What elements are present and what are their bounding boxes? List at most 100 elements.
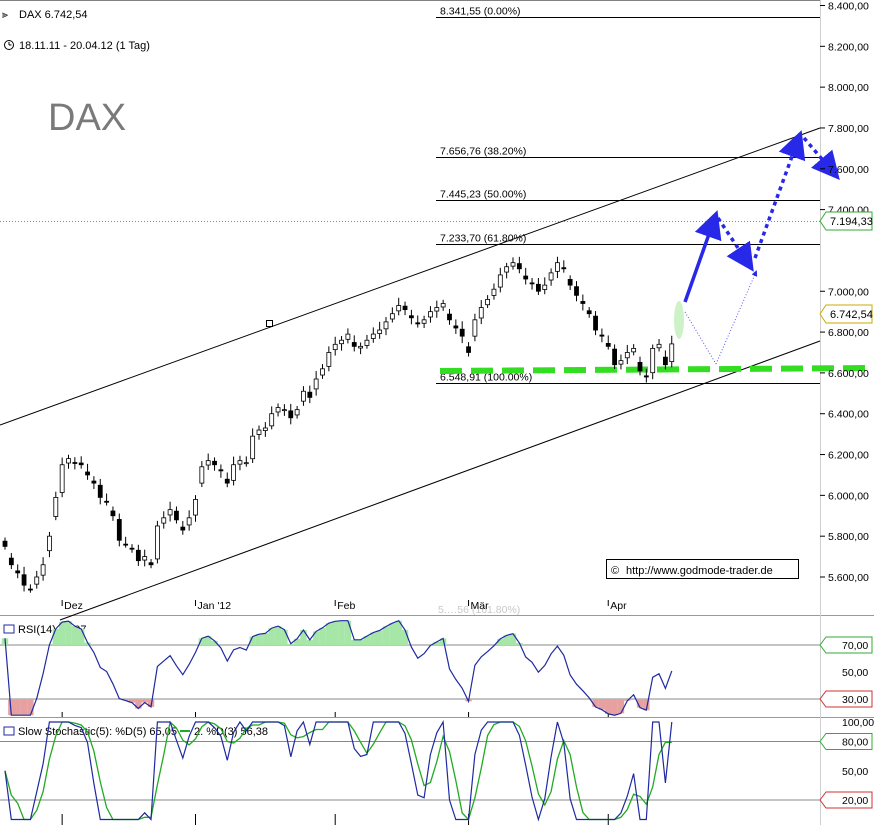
period-label: 18.11.11 - 20.04.12 (1 Tag)	[19, 40, 150, 52]
rsi-oversold-fill	[605, 699, 612, 714]
candle-body	[262, 427, 268, 431]
candle-body	[167, 509, 173, 516]
fib-level-label: 7.656,76 (38.20%)	[440, 146, 526, 158]
candle-body	[110, 510, 116, 517]
rsi-oversold-fill	[617, 699, 625, 714]
candle-body	[47, 535, 52, 552]
fib-level-label: 7.445,23 (50.00%)	[440, 189, 526, 201]
forecast-alt-up	[715, 270, 758, 365]
candle-body	[224, 478, 230, 484]
candle-body	[523, 275, 529, 280]
rsi-overbought-fill	[357, 639, 364, 645]
candle-body	[53, 496, 59, 517]
candle-body	[231, 464, 237, 481]
fib-level-label: 8.341,55 (0.00%)	[440, 6, 521, 18]
candle-body	[567, 279, 573, 286]
rsi-oversold-fill	[128, 699, 136, 703]
month-axis: Dez Jan '12 Feb Mär Apr	[61, 600, 627, 825]
price-tick-label: 6.200,00	[828, 450, 869, 462]
rsi-overbought-fill	[344, 620, 352, 645]
candle-body	[154, 525, 160, 560]
forecast-arrows	[683, 130, 840, 365]
rsi-overbought-fill	[389, 623, 396, 645]
candle-body	[612, 348, 617, 366]
rsi-overbought-fill	[382, 626, 390, 645]
price-markers: 7.194,33 6.742,54	[819, 211, 873, 324]
stoch-level-label: 50,00	[842, 766, 868, 778]
candle-body	[421, 319, 427, 324]
rsi-oversold-fill	[20, 699, 28, 716]
candle-body	[320, 368, 325, 376]
candle-body	[453, 325, 459, 329]
candle-body	[504, 266, 510, 273]
candle-body	[193, 499, 198, 516]
price-tick-label: 6.600,00	[828, 368, 869, 380]
rsi-overbought-fill	[262, 633, 269, 645]
candle-body	[332, 343, 338, 351]
rsi-icon	[3, 624, 15, 634]
candle-body	[631, 347, 637, 353]
rsi-oversold-fill	[592, 699, 599, 707]
price-tick-label: 6.400,00	[828, 409, 869, 421]
candle-body	[497, 274, 503, 288]
rsi-overbought-fill	[395, 620, 402, 645]
candle-body	[8, 557, 14, 566]
forecast-arrow-down-1	[716, 217, 754, 272]
candle-body	[199, 466, 205, 484]
rsi-overbought-fill	[363, 636, 371, 645]
candle-body	[574, 286, 579, 296]
channel-anchor-handle[interactable]	[266, 320, 273, 327]
candle-body	[593, 315, 598, 331]
copyright-icon: ©	[611, 565, 619, 577]
candle-body	[529, 282, 535, 285]
candlesticks	[2, 256, 675, 593]
candle-body	[72, 462, 78, 464]
copyright-text: http://www.godmode-trader.de	[626, 565, 773, 577]
candle-body	[447, 313, 452, 321]
stoch-level-marker	[819, 733, 873, 750]
rsi-overbought-fill	[433, 641, 440, 645]
price-tick-label: 5.800,00	[828, 531, 869, 543]
rsi-overbought-fill	[293, 638, 301, 645]
rsi-overbought-fill	[255, 634, 263, 645]
rsi-line	[4, 619, 673, 716]
rsi-overbought-fill	[211, 640, 218, 645]
price-tick-label: 8.200,00	[828, 41, 869, 53]
candle-body	[345, 333, 351, 340]
rsi-overbought-fill	[84, 642, 91, 645]
rsi-overbought-fill	[319, 627, 326, 645]
candle-body	[466, 346, 471, 353]
candle-body	[250, 435, 256, 460]
candle-body	[142, 556, 148, 561]
price-axis: 8.400,00 8.200,00 8.000,00 7.800,00 7.600,00…	[820, 1, 869, 584]
rsi-oversold-fill	[8, 699, 15, 716]
fib-hidden-label: 5.…56 (161.80%)	[438, 604, 520, 616]
candle-body	[116, 519, 122, 541]
rsi-oversold-fill	[643, 699, 650, 711]
rsi-oversold-fill	[636, 699, 644, 708]
month-label: Feb	[337, 600, 355, 612]
candle-body	[15, 570, 21, 574]
candle-body	[364, 339, 370, 346]
candle-body	[339, 339, 344, 345]
candle-body	[370, 333, 376, 339]
rsi-overbought-fill	[268, 628, 275, 645]
candle-body	[656, 343, 662, 349]
price-tick-label: 6.800,00	[828, 327, 869, 339]
rsi-overbought-fill	[198, 638, 206, 645]
candle-body	[542, 284, 548, 290]
candle-body	[301, 390, 306, 402]
rsi-overbought-fill	[376, 630, 383, 645]
rsi-overbought-fill	[249, 636, 256, 645]
candle-body	[605, 342, 611, 347]
rsi-oversold-fill	[122, 699, 129, 701]
fib-level-label: 6.548,91 (100.00%)	[440, 372, 532, 384]
candle-body	[243, 462, 249, 465]
candle-body	[40, 564, 46, 576]
candle-body	[275, 407, 281, 413]
clock-icon	[4, 40, 14, 50]
watermark-title: DAX	[48, 97, 126, 139]
candle-body	[78, 462, 84, 466]
rsi-overbought-fill	[52, 628, 59, 645]
